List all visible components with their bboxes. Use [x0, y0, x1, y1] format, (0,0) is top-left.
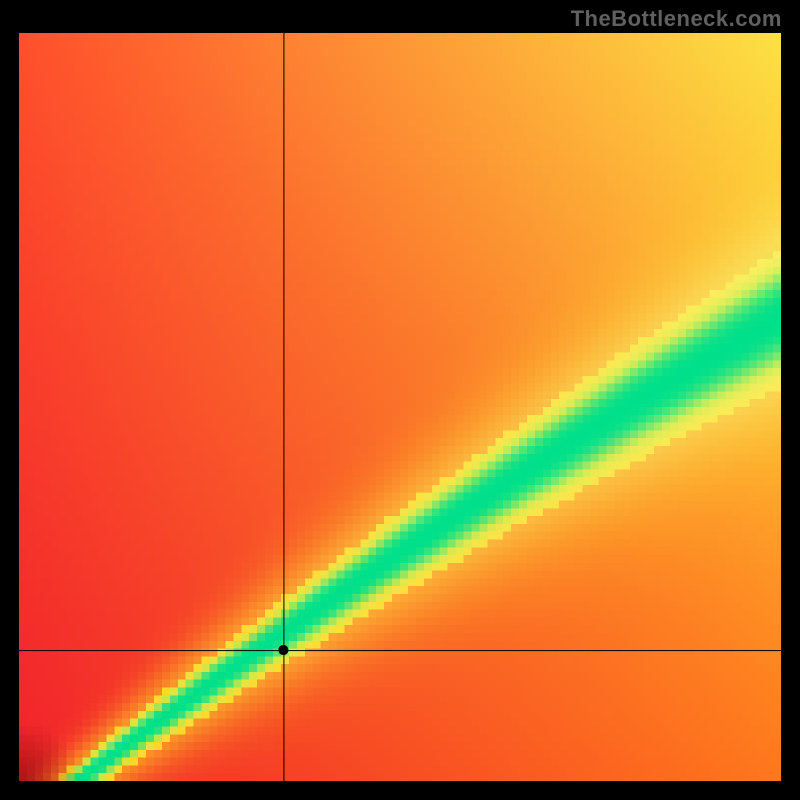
crosshair-overlay — [19, 33, 781, 781]
watermark-text: TheBottleneck.com — [571, 6, 782, 32]
chart-container: TheBottleneck.com — [0, 0, 800, 800]
